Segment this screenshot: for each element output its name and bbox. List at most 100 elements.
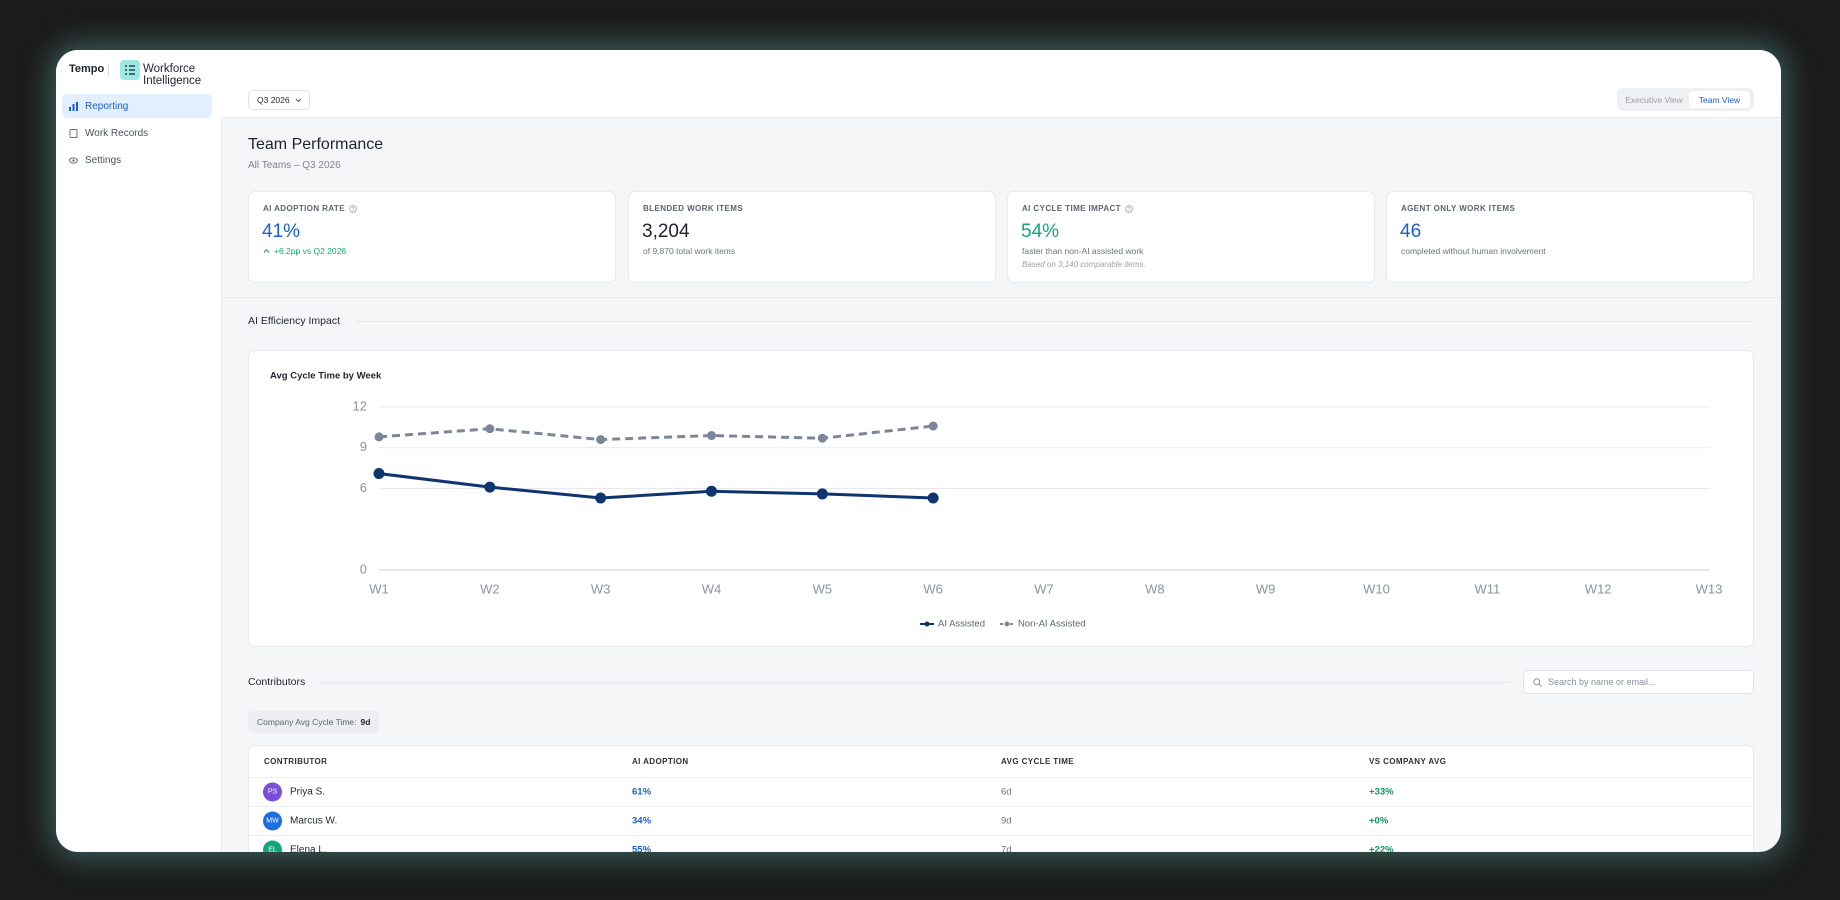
separator [108, 64, 109, 76]
kpi-label-text: AI CYCLE TIME IMPACT [1022, 204, 1121, 213]
data-point [928, 421, 938, 431]
contributor-name: Priya S. [290, 786, 326, 798]
search-box[interactable]: Search by name or email... [1523, 670, 1754, 694]
data-point [373, 468, 385, 480]
legend-label: AI Assisted [938, 619, 985, 630]
kpi-note-text: +6.2pp vs Q2 2026 [274, 246, 347, 256]
company-avg-value: 9d [360, 717, 371, 727]
view-toggle: Executive View Team View [1617, 88, 1754, 111]
kpi-note: faster than non-AI assisted work [1022, 246, 1143, 256]
ai-adoption: 55% [632, 844, 652, 853]
product-name: Workforce Intelligence [143, 63, 202, 87]
x-tick-label: W2 [480, 581, 500, 596]
contributor-name: Marcus W. [290, 815, 338, 827]
kpi-label: AI CYCLE TIME IMPACT [1022, 204, 1133, 213]
avg-cycle-time: 9d [1001, 815, 1012, 827]
kpi-note-text: faster than non-AI assisted work [1022, 246, 1144, 256]
x-tick-label: W3 [591, 581, 611, 596]
chart-card: Avg Cycle Time by Week 0 6 9 12 W1 W2 W3 W4 W5 W6… [248, 350, 1754, 647]
kpi-label: AI ADOPTION RATE [263, 204, 357, 213]
x-tick-label: W12 [1585, 581, 1612, 596]
x-tick-label: W11 [1474, 581, 1500, 596]
legend-label: Non-AI Assisted [1018, 619, 1086, 630]
contributor-name: Elena L. [290, 844, 327, 853]
data-point [485, 424, 495, 434]
data-point [817, 433, 827, 443]
row-divider [249, 835, 1753, 836]
kpi-label: AGENT ONLY WORK ITEMS [1401, 204, 1515, 213]
ai-adoption: 61% [632, 786, 652, 798]
x-tick-label: W4 [702, 581, 722, 596]
x-tick-label: W13 [1696, 581, 1723, 596]
column-header: CONTRIBUTOR [264, 757, 328, 766]
nav-item[interactable]: Reporting [62, 94, 212, 118]
row-divider [249, 777, 1753, 778]
view-option[interactable]: Team View [1689, 91, 1750, 108]
nav-item[interactable]: Settings [62, 148, 212, 172]
data-point [706, 485, 717, 497]
kpi-value: 46 [1400, 221, 1422, 242]
column-header: AI ADOPTION [632, 757, 689, 766]
ai-adoption: 34% [632, 815, 652, 827]
kpi-label-text: BLENDED WORK ITEMS [643, 204, 744, 213]
y-tick-label: 0 [360, 561, 367, 576]
section-rule [356, 321, 1754, 322]
top-bar: Q3 2026 Executive View Team View [221, 50, 1781, 118]
legend-marker [1004, 621, 1010, 627]
period: Q3 2026 [257, 95, 290, 105]
data-point [374, 432, 384, 442]
y-tick-label: 12 [353, 398, 367, 413]
kpi-card: AGENT ONLY WORK ITEMS 46 completed without… [1386, 191, 1754, 283]
section-title: AI Efficiency Impact [248, 315, 341, 327]
series-line [378, 472, 934, 500]
column-header: VS COMPANY AVG [1369, 757, 1447, 766]
kpi-label: BLENDED WORK ITEMS [643, 204, 743, 213]
kpi-note: completed without human involvement [1401, 246, 1546, 256]
avatar: EL [263, 840, 282, 852]
row-divider [249, 806, 1753, 807]
table-card [248, 745, 1754, 852]
kpi-label-text: AGENT ONLY WORK ITEMS [1401, 204, 1516, 213]
data-point [596, 435, 606, 445]
section-rule [318, 682, 1511, 683]
section-title: Contributors [248, 676, 306, 688]
view-option[interactable]: Executive View [1625, 94, 1683, 105]
kpi-note-text: of 9,870 total work items [643, 246, 736, 256]
series-line [378, 424, 934, 442]
help-icon[interactable] [349, 204, 357, 213]
x-tick-label: W5 [813, 581, 833, 596]
y-tick-label: 6 [360, 480, 367, 495]
kpi-note-text: completed without human involvement [1401, 246, 1546, 256]
kpi-card: AI ADOPTION RATE 41% +6.2pp vs Q2 2026 [248, 191, 616, 283]
kpi-note: of 9,870 total work items [643, 246, 735, 256]
x-tick-label: W9 [1256, 581, 1276, 596]
company-avg-label: Company Avg Cycle Time: [257, 717, 357, 727]
legend-marker [924, 621, 930, 627]
column-header: AVG CYCLE TIME [1001, 757, 1075, 766]
data-point [484, 481, 496, 493]
kpi-note: +6.2pp vs Q2 2026 [263, 246, 346, 256]
data-point [595, 492, 607, 504]
page-subtitle: All Teams – Q3 2026 [248, 160, 341, 171]
kpi-value: 41% [262, 221, 301, 242]
avg-cycle-time: 6d [1001, 786, 1012, 798]
nav-item[interactable]: Work Records [62, 121, 212, 145]
nav-label: Work Records [85, 127, 149, 139]
help-icon[interactable] [1125, 204, 1133, 213]
x-tick-label: W1 [369, 581, 389, 596]
period-select[interactable]: Q3 2026 [248, 90, 310, 110]
brand: Tempo [69, 63, 105, 75]
product-icon [120, 60, 140, 80]
x-tick-label: W8 [1145, 581, 1165, 596]
company-avg-chip: Company Avg Cycle Time: 9d [248, 711, 380, 733]
nav-label: Reporting [85, 100, 129, 112]
kpi-label-text: AI ADOPTION RATE [263, 204, 345, 213]
avatar: MW [263, 811, 282, 831]
chart: Avg Cycle Time by Week 0 6 9 12 W1 W2 W3 W4 W5 W6… [270, 371, 1723, 630]
nav-label: Settings [85, 154, 122, 166]
vs-company-avg: +33% [1369, 786, 1394, 798]
sidebar: Tempo Workforce Intelligence Reporting W… [56, 50, 222, 852]
trend-arrow [263, 248, 270, 253]
data-point [816, 488, 828, 500]
